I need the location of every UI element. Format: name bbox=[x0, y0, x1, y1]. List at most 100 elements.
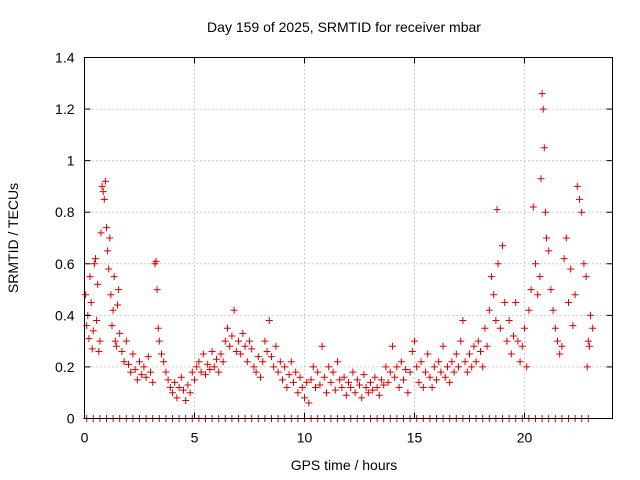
data-point bbox=[362, 384, 370, 392]
data-point bbox=[585, 342, 593, 350]
data-point bbox=[224, 324, 231, 332]
data-point bbox=[463, 368, 471, 376]
data-point bbox=[160, 358, 168, 366]
y-tick-label: 1.2 bbox=[55, 101, 75, 117]
data-point bbox=[257, 373, 264, 381]
data-point bbox=[104, 247, 112, 255]
data-point bbox=[576, 195, 583, 203]
data-point bbox=[523, 363, 531, 371]
data-point bbox=[106, 234, 114, 242]
data-point bbox=[540, 144, 548, 152]
data-point bbox=[514, 337, 522, 345]
data-point bbox=[397, 358, 405, 366]
data-point bbox=[589, 324, 597, 332]
data-point bbox=[457, 337, 465, 345]
data-point bbox=[450, 368, 458, 376]
data-point bbox=[422, 368, 429, 376]
data-point bbox=[250, 363, 258, 371]
data-point bbox=[459, 317, 467, 325]
data-point bbox=[254, 353, 262, 361]
x-tick-label: 15 bbox=[407, 430, 423, 446]
data-point bbox=[389, 342, 396, 350]
data-point bbox=[435, 358, 443, 366]
data-point bbox=[378, 376, 385, 384]
data-point bbox=[560, 255, 568, 263]
data-point bbox=[85, 335, 93, 343]
data-point bbox=[136, 358, 143, 366]
data-point bbox=[208, 347, 216, 355]
data-point bbox=[428, 384, 436, 392]
data-point bbox=[138, 371, 146, 379]
data-point bbox=[92, 255, 99, 263]
data-point bbox=[340, 373, 348, 381]
data-point bbox=[327, 378, 335, 386]
data-point bbox=[290, 378, 297, 386]
data-point bbox=[89, 327, 97, 335]
data-point bbox=[419, 384, 427, 392]
data-point bbox=[521, 324, 528, 332]
data-point bbox=[186, 389, 194, 397]
data-point bbox=[219, 358, 227, 366]
data-point bbox=[441, 373, 449, 381]
data-point bbox=[494, 260, 502, 268]
data-point bbox=[400, 376, 407, 384]
data-point bbox=[461, 358, 469, 366]
data-point bbox=[351, 389, 359, 397]
data-point bbox=[112, 342, 120, 350]
data-point bbox=[587, 311, 594, 319]
data-point bbox=[177, 373, 185, 381]
data-point bbox=[537, 175, 545, 183]
data-point bbox=[551, 324, 559, 332]
data-point bbox=[248, 345, 256, 353]
data-point bbox=[133, 376, 141, 384]
data-point bbox=[144, 353, 152, 361]
y-tick-label: 0.2 bbox=[55, 359, 75, 375]
data-point bbox=[213, 355, 220, 363]
data-point bbox=[507, 350, 515, 358]
data-point bbox=[199, 350, 207, 358]
data-point bbox=[512, 298, 520, 306]
data-point bbox=[314, 368, 322, 376]
data-point bbox=[391, 373, 399, 381]
data-point bbox=[111, 337, 119, 345]
data-point bbox=[246, 337, 253, 345]
data-point bbox=[93, 317, 101, 325]
axis-ticks: 0 0.2 0.4 0.6 0.8 1 1.2 1.4 0 5 10 15 20 bbox=[55, 50, 613, 446]
data-point bbox=[228, 332, 236, 340]
data-point bbox=[532, 260, 539, 268]
data-point bbox=[505, 317, 513, 325]
data-point bbox=[556, 350, 564, 358]
data-point bbox=[259, 358, 267, 366]
data-point bbox=[470, 342, 478, 350]
data-point bbox=[329, 368, 337, 376]
data-point bbox=[444, 363, 451, 371]
data-point bbox=[549, 306, 557, 314]
data-point bbox=[529, 203, 537, 211]
data-point bbox=[118, 347, 126, 355]
data-point bbox=[296, 373, 304, 381]
x-tick-label: 20 bbox=[517, 430, 533, 446]
data-point bbox=[516, 358, 524, 366]
y-tick-label: 0 bbox=[67, 411, 75, 427]
data-point bbox=[426, 373, 434, 381]
data-point bbox=[545, 247, 553, 255]
data-point bbox=[413, 363, 421, 371]
data-point bbox=[108, 322, 116, 330]
data-point bbox=[263, 347, 271, 355]
data-point bbox=[424, 350, 432, 358]
data-point bbox=[334, 358, 341, 366]
data-point bbox=[417, 358, 425, 366]
data-point bbox=[547, 286, 555, 294]
data-point bbox=[558, 342, 566, 350]
data-point bbox=[274, 368, 282, 376]
y-axis-label: SRMTID / TECUs bbox=[5, 183, 21, 293]
data-point bbox=[541, 208, 549, 216]
data-point bbox=[131, 366, 139, 374]
data-point bbox=[479, 363, 487, 371]
data-point bbox=[583, 363, 591, 371]
data-point bbox=[305, 399, 313, 407]
data-point bbox=[195, 358, 203, 366]
data-point bbox=[95, 347, 103, 355]
data-point bbox=[147, 368, 154, 376]
